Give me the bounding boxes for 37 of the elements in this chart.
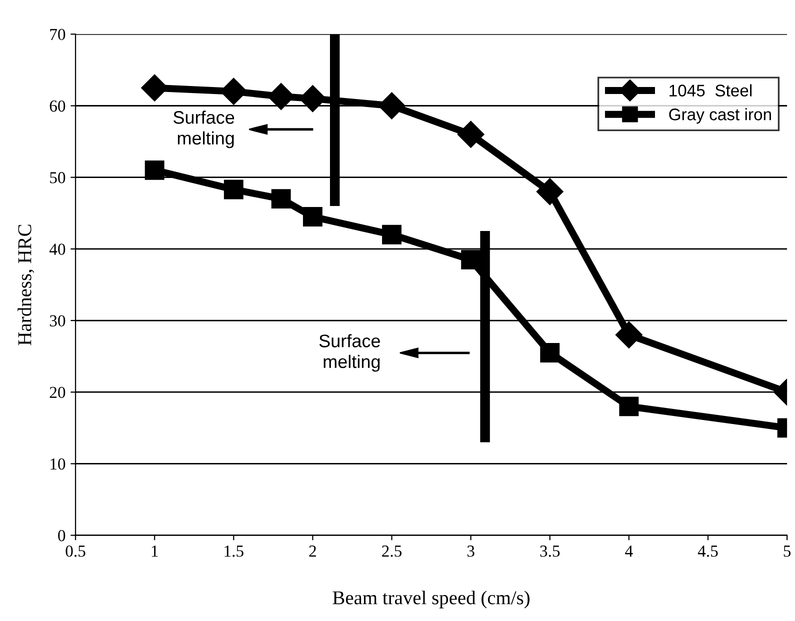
x-tick-label: 1.5 [224,546,244,557]
point [144,160,164,180]
x-tick-label: 5 [784,546,791,557]
point [536,178,564,206]
point [271,189,291,209]
x-tick-label: 3 [467,546,474,557]
x-tick-label: 2 [309,546,316,557]
x-axis-title: Beam travel speed (cm/s) [332,590,530,608]
y-tick-label: 10 [50,458,66,470]
x-tick-label: 4.5 [698,546,718,557]
y-tick-label: 60 [50,100,66,112]
point [224,180,244,200]
point [302,206,322,226]
point [378,92,406,120]
point [615,321,642,348]
point [540,343,560,362]
y-tick-label: 0 [58,530,66,542]
point [299,85,326,112]
y-axis-title: Hardness, HRC [18,224,34,346]
x-tick-label: 0.5 [66,546,86,557]
x-tick-label: 2.5 [382,546,402,557]
y-tick-label: 20 [50,386,66,398]
annotation: Surface melting [174,110,234,148]
legend-label: 1045 Steel [670,84,752,96]
x-tick-label: 4 [625,546,633,557]
x-tick-label: 1 [152,546,158,557]
x-tick-label: 3.5 [540,546,560,557]
y-tick-label: 50 [50,172,66,184]
point [457,120,484,148]
point [382,224,402,244]
y-tick-label: 70 [50,28,66,40]
y-tick-label: 30 [50,315,66,326]
point [619,396,639,416]
y-tick-label: 40 [49,244,66,255]
annotation: Surface melting [319,334,380,372]
point [461,250,481,270]
legend-label: Gray cast iron [669,108,771,124]
